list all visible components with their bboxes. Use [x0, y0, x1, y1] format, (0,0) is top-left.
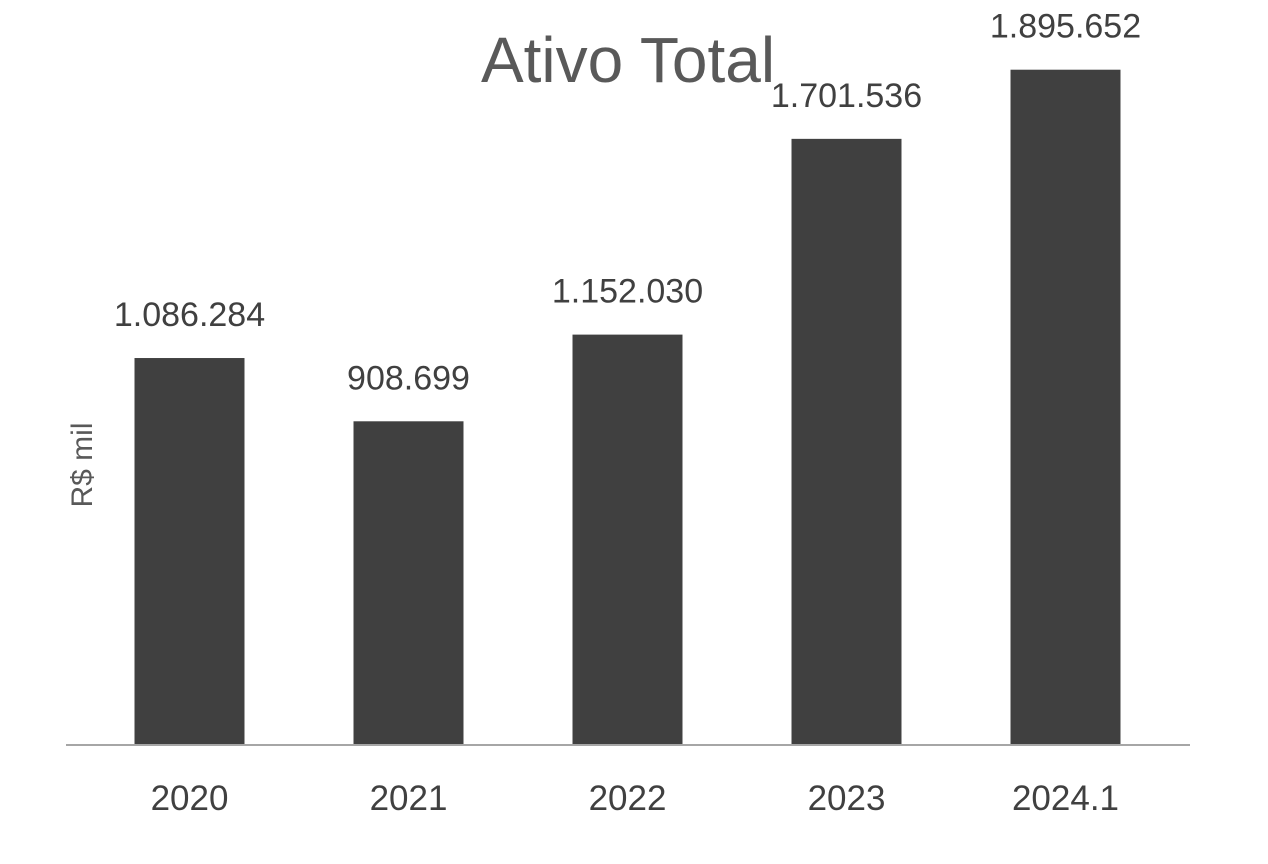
y-axis-title: R$ mil [66, 422, 99, 507]
bar-2024.1 [1010, 69, 1121, 746]
x-tick-label-2024.1: 2024.1 [1012, 779, 1119, 818]
data-label-2022: 1.152.030 [552, 273, 703, 311]
x-tick-label-2022: 2022 [589, 779, 667, 818]
bar-2022 [572, 334, 683, 745]
x-tick-label-2023: 2023 [808, 779, 886, 818]
bar-2023 [791, 138, 902, 745]
x-tick-label-2021: 2021 [370, 779, 448, 818]
bar-2021 [353, 421, 464, 745]
chart-title: Ativo Total [481, 24, 775, 96]
bars-group [134, 69, 1121, 746]
data-label-2023: 1.701.536 [771, 77, 922, 115]
data-label-2021: 908.699 [347, 359, 470, 397]
x-tick-labels-group: 2020 2021 2022 2023 2024.1 [151, 779, 1119, 818]
bar-2020 [134, 358, 245, 745]
data-label-2020: 1.086.284 [114, 296, 265, 334]
data-label-2024.1: 1.895.652 [990, 8, 1141, 46]
x-tick-label-2020: 2020 [151, 779, 229, 818]
data-labels-group: 1.086.284 908.699 1.152.030 1.701.536 1.895.… [114, 8, 1141, 398]
